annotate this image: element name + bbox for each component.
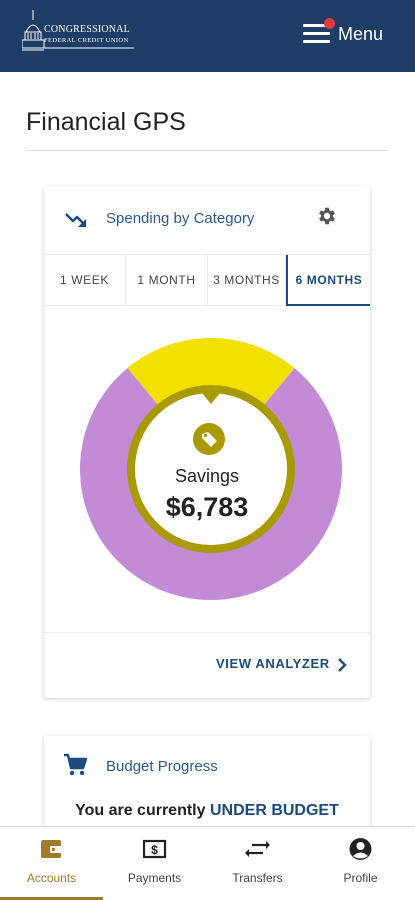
budget-status-value: UNDER BUDGET <box>209 802 339 819</box>
trending-down-icon <box>65 213 86 227</box>
nav-label: Accounts <box>26 871 77 885</box>
time-range-tabs: 1 WEEK 1 MONTH 3 MONTHS 6 MONTHS <box>44 254 370 306</box>
tab-3-months[interactable]: 3 MONTHS <box>208 255 286 306</box>
hamburger-icon[interactable] <box>303 24 330 44</box>
card-title[interactable]: Budget Progress <box>106 758 218 775</box>
view-analyzer-link[interactable]: VIEW ANALYZER <box>216 656 330 671</box>
divider <box>26 150 388 151</box>
nav-label: Payments <box>127 871 182 885</box>
ring-pointer <box>202 393 220 404</box>
menu-label[interactable]: Menu <box>338 24 384 44</box>
spending-donut-chart <box>80 338 342 600</box>
nav-accounts[interactable]: Accounts <box>0 827 103 900</box>
active-indicator <box>0 897 103 900</box>
nav-label: Transfers <box>232 871 283 885</box>
tab-1-week[interactable]: 1 WEEK <box>44 255 126 306</box>
nav-profile[interactable]: Profile <box>309 827 412 900</box>
spending-by-category-card: Spending by Category 1 WEEK 1 MONTH 3 MO… <box>44 186 370 698</box>
svg-text:$: $ <box>151 843 158 857</box>
card-title[interactable]: Spending by Category <box>106 210 255 227</box>
page-title: Financial GPS <box>26 108 186 136</box>
profile-icon <box>349 838 372 860</box>
nav-payments[interactable]: $ Payments <box>103 827 206 900</box>
gear-icon[interactable] <box>316 205 338 227</box>
budget-status-prefix: You are currently <box>75 802 206 819</box>
donut-center <box>135 393 287 545</box>
notification-dot <box>324 18 335 29</box>
wallet-icon <box>41 840 62 858</box>
tag-icon <box>193 423 225 455</box>
divider <box>44 632 370 633</box>
logo-text: CONGRESSIONAL <box>44 24 130 35</box>
tab-1-month[interactable]: 1 MONTH <box>126 255 208 306</box>
transfer-icon <box>245 841 270 857</box>
budget-status: You are currently UNDER BUDGET <box>44 802 370 820</box>
payment-icon: $ <box>142 839 167 859</box>
nav-transfers[interactable]: Transfers <box>206 827 309 900</box>
top-bar: CONGRESSIONAL FEDERAL CREDIT UNION Menu <box>0 0 415 72</box>
chevron-right-icon[interactable] <box>336 657 348 673</box>
logo-subtext: FEDERAL CREDIT UNION <box>44 37 129 44</box>
tab-6-months[interactable]: 6 MONTHS <box>286 255 370 306</box>
category-label: Savings <box>174 466 240 486</box>
category-amount: $6,783 <box>165 492 249 522</box>
menu-button[interactable]: Menu <box>300 18 400 54</box>
nav-label: Profile <box>343 871 378 885</box>
bottom-navigation: Accounts $ Payments Transfers Profile <box>0 826 415 900</box>
capitol-logo-icon[interactable] <box>22 10 142 62</box>
cart-icon <box>64 753 88 776</box>
